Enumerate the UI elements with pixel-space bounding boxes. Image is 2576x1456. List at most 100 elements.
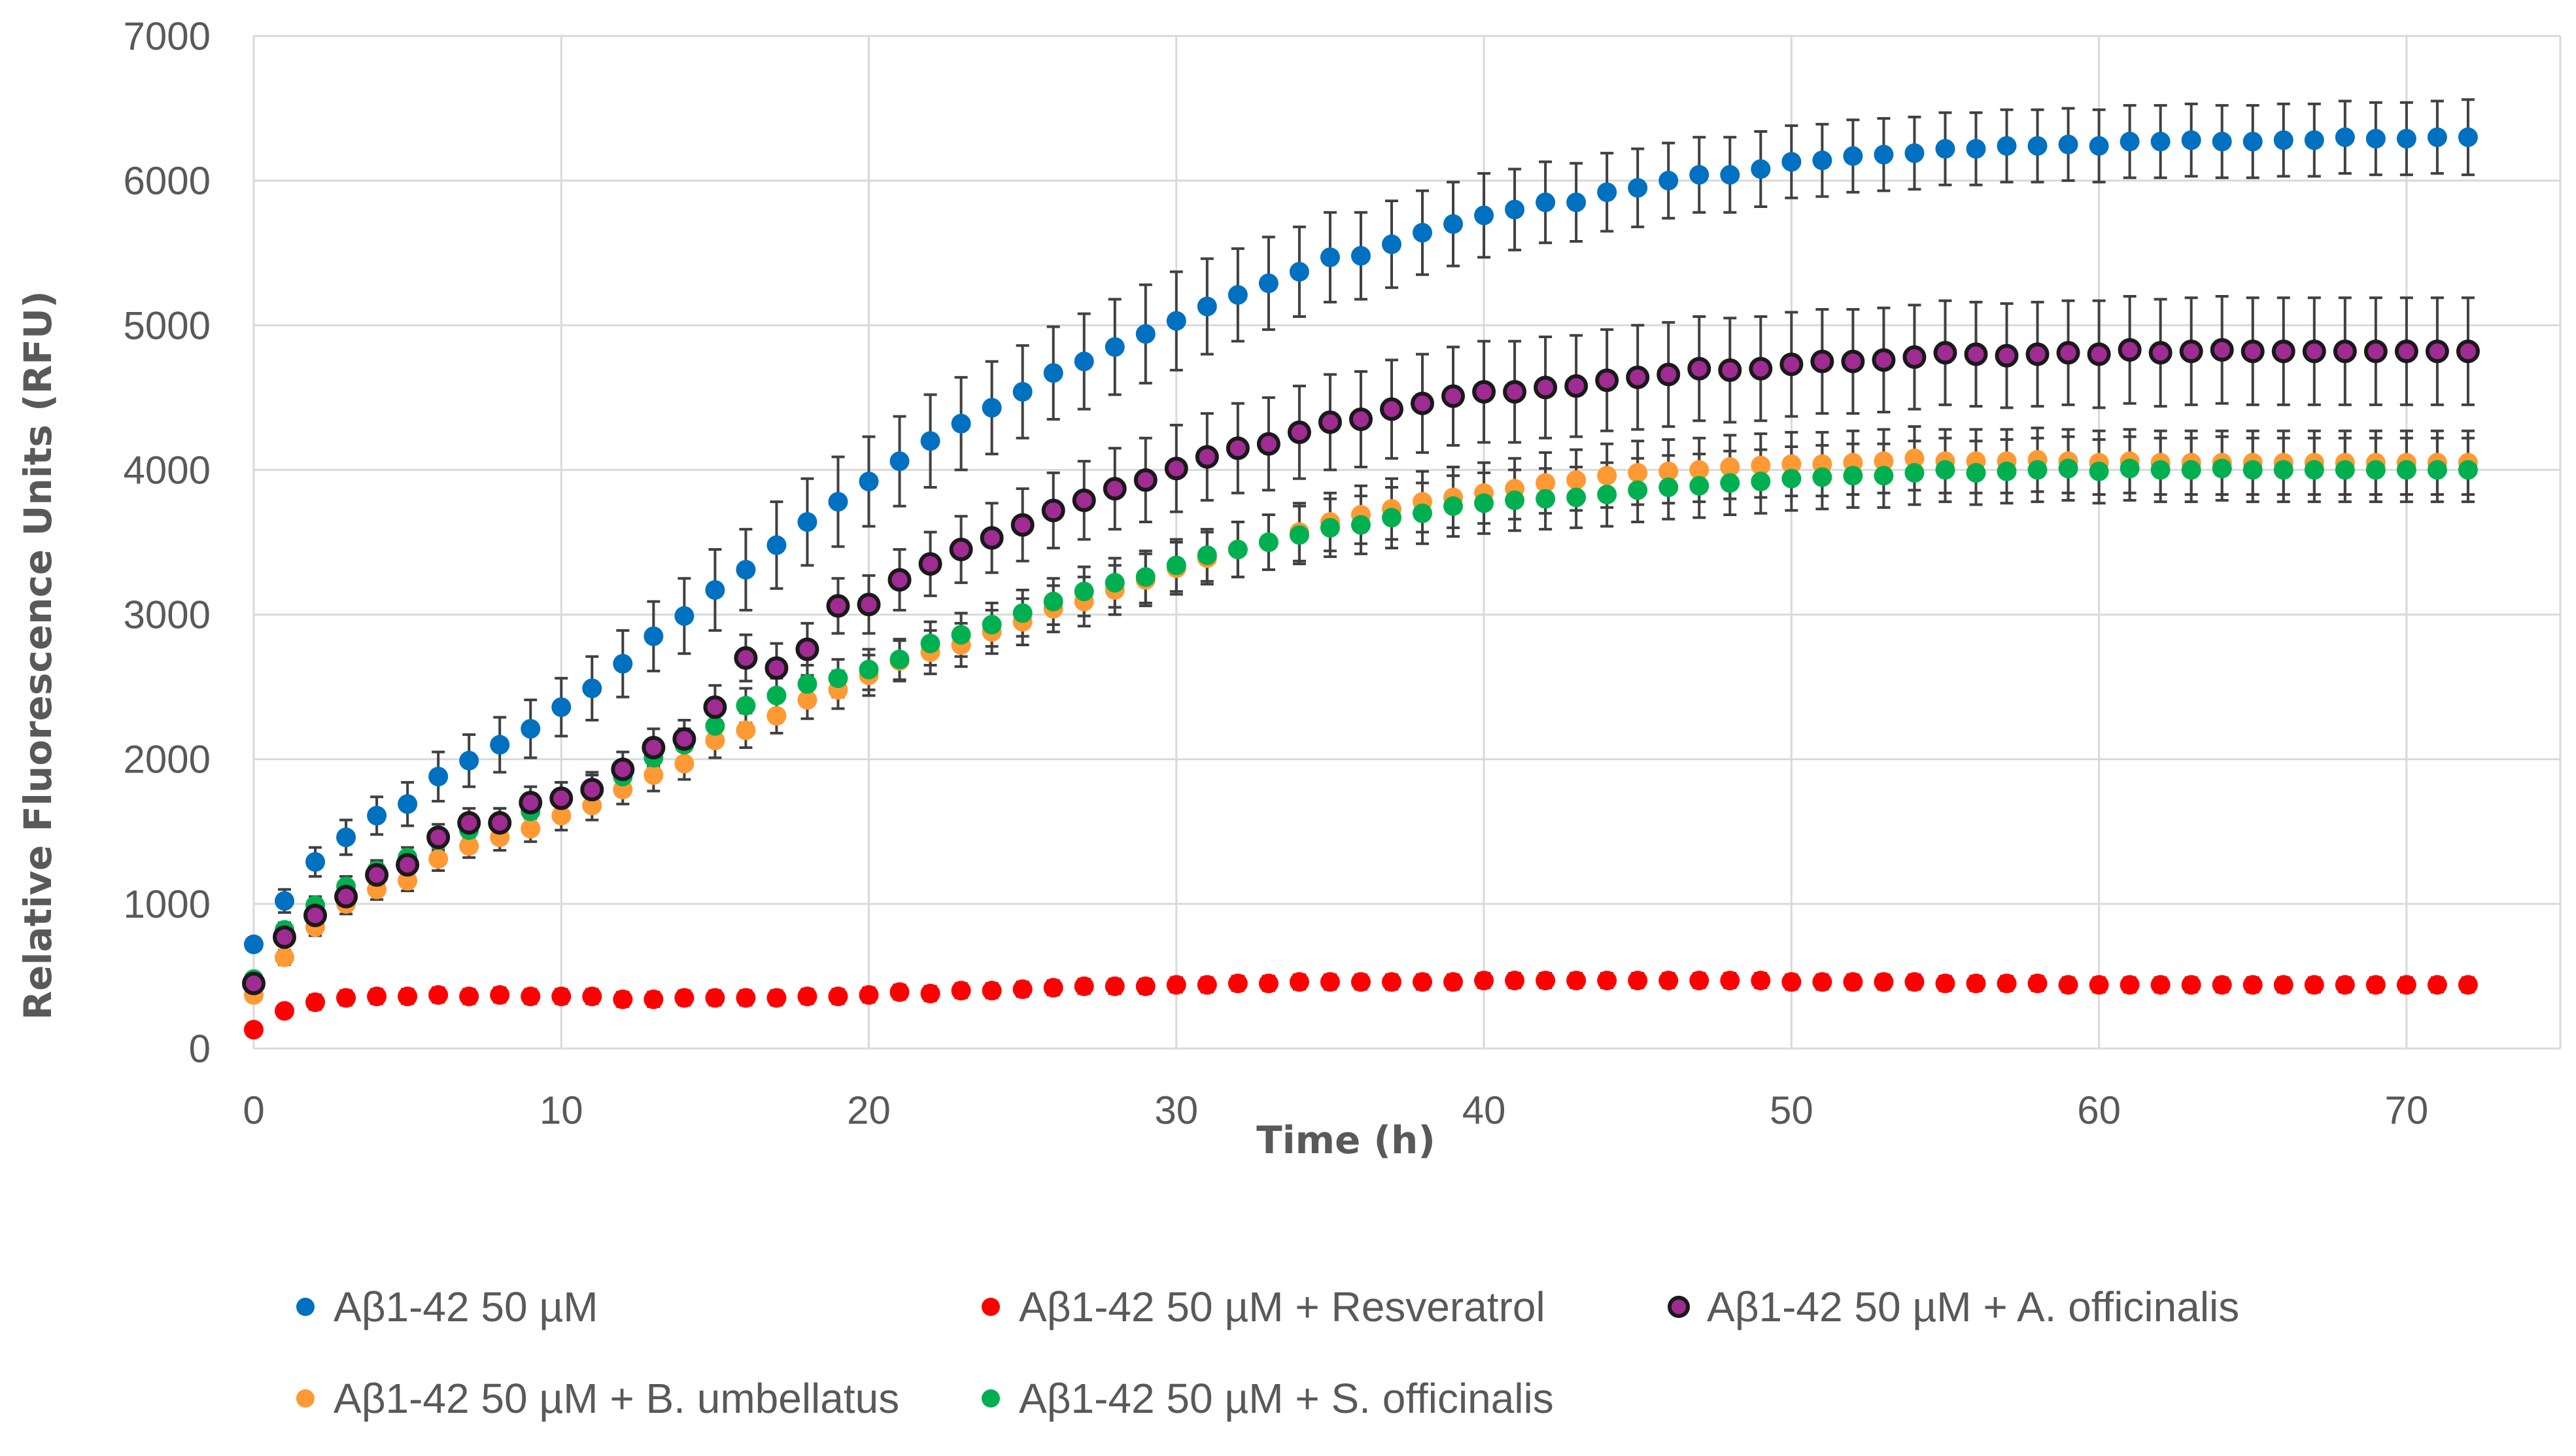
point-s0-61 bbox=[2120, 131, 2140, 152]
legend-marker-3 bbox=[296, 1389, 315, 1408]
point-s4-19 bbox=[828, 668, 848, 688]
point-s3-11 bbox=[582, 795, 602, 816]
point-s2-60 bbox=[2087, 342, 2111, 366]
point-s1-55 bbox=[1935, 973, 1955, 994]
point-s2-42 bbox=[1534, 375, 1558, 400]
point-s4-18 bbox=[797, 674, 817, 694]
point-s0-22 bbox=[920, 431, 940, 451]
point-s0-6 bbox=[428, 767, 449, 787]
point-s1-60 bbox=[2089, 975, 2109, 995]
point-s2-34 bbox=[1287, 420, 1311, 444]
point-s1-46 bbox=[1658, 971, 1679, 991]
point-s3-45 bbox=[1628, 462, 1648, 483]
x-tick-label-2: 20 bbox=[847, 1088, 891, 1132]
point-s4-32 bbox=[1228, 540, 1248, 560]
gridlines bbox=[252, 35, 2562, 1050]
point-s2-43 bbox=[1564, 374, 1589, 398]
point-s0-18 bbox=[797, 512, 817, 532]
point-s1-64 bbox=[2212, 975, 2232, 995]
point-s0-47 bbox=[1689, 165, 1709, 185]
point-s3-48 bbox=[1720, 457, 1740, 477]
point-s2-59 bbox=[2056, 341, 2080, 365]
y-axis-title: Relative Fluorescence Units (RFU) bbox=[16, 290, 60, 1020]
point-s1-16 bbox=[736, 988, 756, 1008]
point-s1-12 bbox=[613, 989, 633, 1009]
point-s1-17 bbox=[766, 988, 787, 1008]
point-s0-31 bbox=[1197, 296, 1217, 317]
legend-marker-1 bbox=[982, 1298, 1000, 1316]
point-s4-55 bbox=[1935, 460, 1955, 480]
point-s0-54 bbox=[1904, 143, 1925, 164]
point-s4-53 bbox=[1874, 466, 1894, 486]
point-s2-36 bbox=[1348, 407, 1373, 432]
point-s1-2 bbox=[305, 992, 326, 1013]
point-s1-70 bbox=[2396, 975, 2416, 995]
point-s2-46 bbox=[1657, 362, 1681, 387]
point-s2-30 bbox=[1164, 457, 1188, 481]
point-s1-8 bbox=[490, 985, 510, 1005]
point-s4-35 bbox=[1320, 517, 1340, 538]
point-s2-29 bbox=[1133, 468, 1158, 492]
point-s4-48 bbox=[1720, 473, 1740, 493]
point-s2-10 bbox=[549, 786, 574, 810]
point-s1-6 bbox=[428, 985, 449, 1005]
point-s2-32 bbox=[1226, 436, 1250, 460]
point-s1-33 bbox=[1258, 973, 1279, 994]
point-s4-33 bbox=[1258, 532, 1279, 552]
point-s1-7 bbox=[459, 986, 479, 1007]
point-s2-2 bbox=[303, 903, 328, 927]
point-s0-13 bbox=[644, 626, 664, 646]
point-s4-38 bbox=[1413, 503, 1433, 523]
point-s1-65 bbox=[2242, 975, 2263, 995]
point-s2-21 bbox=[887, 568, 912, 592]
point-s2-39 bbox=[1441, 384, 1466, 408]
point-s4-28 bbox=[1105, 572, 1125, 593]
point-s2-49 bbox=[1749, 356, 1773, 381]
point-s2-71 bbox=[2425, 339, 2449, 364]
point-s4-60 bbox=[2089, 461, 2109, 481]
point-s0-51 bbox=[1812, 150, 1832, 171]
legend-marker-4 bbox=[982, 1389, 1000, 1408]
y-tick-label-2: 2000 bbox=[124, 738, 211, 782]
point-s3-9 bbox=[521, 818, 541, 839]
y-tick-label-4: 4000 bbox=[124, 448, 211, 492]
point-s1-24 bbox=[982, 980, 1002, 1001]
point-s2-48 bbox=[1718, 358, 1742, 382]
point-s4-59 bbox=[2058, 459, 2078, 479]
point-s3-43 bbox=[1566, 470, 1587, 490]
point-s0-56 bbox=[1966, 139, 1986, 159]
y-tick-label-3: 3000 bbox=[124, 593, 211, 637]
point-s2-17 bbox=[764, 656, 789, 680]
point-s0-45 bbox=[1628, 178, 1648, 198]
point-s0-12 bbox=[613, 653, 633, 674]
point-s1-57 bbox=[1997, 973, 2017, 994]
point-s0-10 bbox=[551, 697, 572, 718]
point-s0-64 bbox=[2212, 131, 2232, 152]
point-s4-34 bbox=[1289, 525, 1309, 545]
point-s4-67 bbox=[2304, 460, 2324, 480]
point-s2-3 bbox=[334, 884, 358, 909]
point-s2-22 bbox=[918, 552, 942, 576]
point-s0-24 bbox=[982, 398, 1002, 418]
point-s2-27 bbox=[1072, 488, 1096, 512]
point-s0-59 bbox=[2058, 134, 2078, 154]
point-s4-15 bbox=[705, 716, 725, 736]
point-s0-36 bbox=[1350, 246, 1371, 266]
point-s0-9 bbox=[521, 719, 541, 739]
point-s3-17 bbox=[766, 706, 787, 726]
point-s0-14 bbox=[674, 606, 695, 626]
point-s1-39 bbox=[1443, 972, 1464, 992]
point-s0-15 bbox=[705, 580, 725, 600]
point-s0-35 bbox=[1320, 247, 1340, 268]
y-tick-labels: 0 1000 2000 3000 4000 5000 6000 7000 bbox=[124, 14, 211, 1071]
point-s1-42 bbox=[1536, 971, 1556, 991]
point-s1-44 bbox=[1597, 971, 1617, 991]
point-s1-25 bbox=[1012, 979, 1033, 999]
point-s4-36 bbox=[1350, 515, 1371, 535]
point-s4-62 bbox=[2150, 460, 2171, 480]
point-s1-34 bbox=[1289, 972, 1309, 992]
point-s1-47 bbox=[1689, 971, 1709, 991]
point-s2-58 bbox=[2025, 342, 2050, 366]
point-s1-15 bbox=[705, 988, 725, 1008]
